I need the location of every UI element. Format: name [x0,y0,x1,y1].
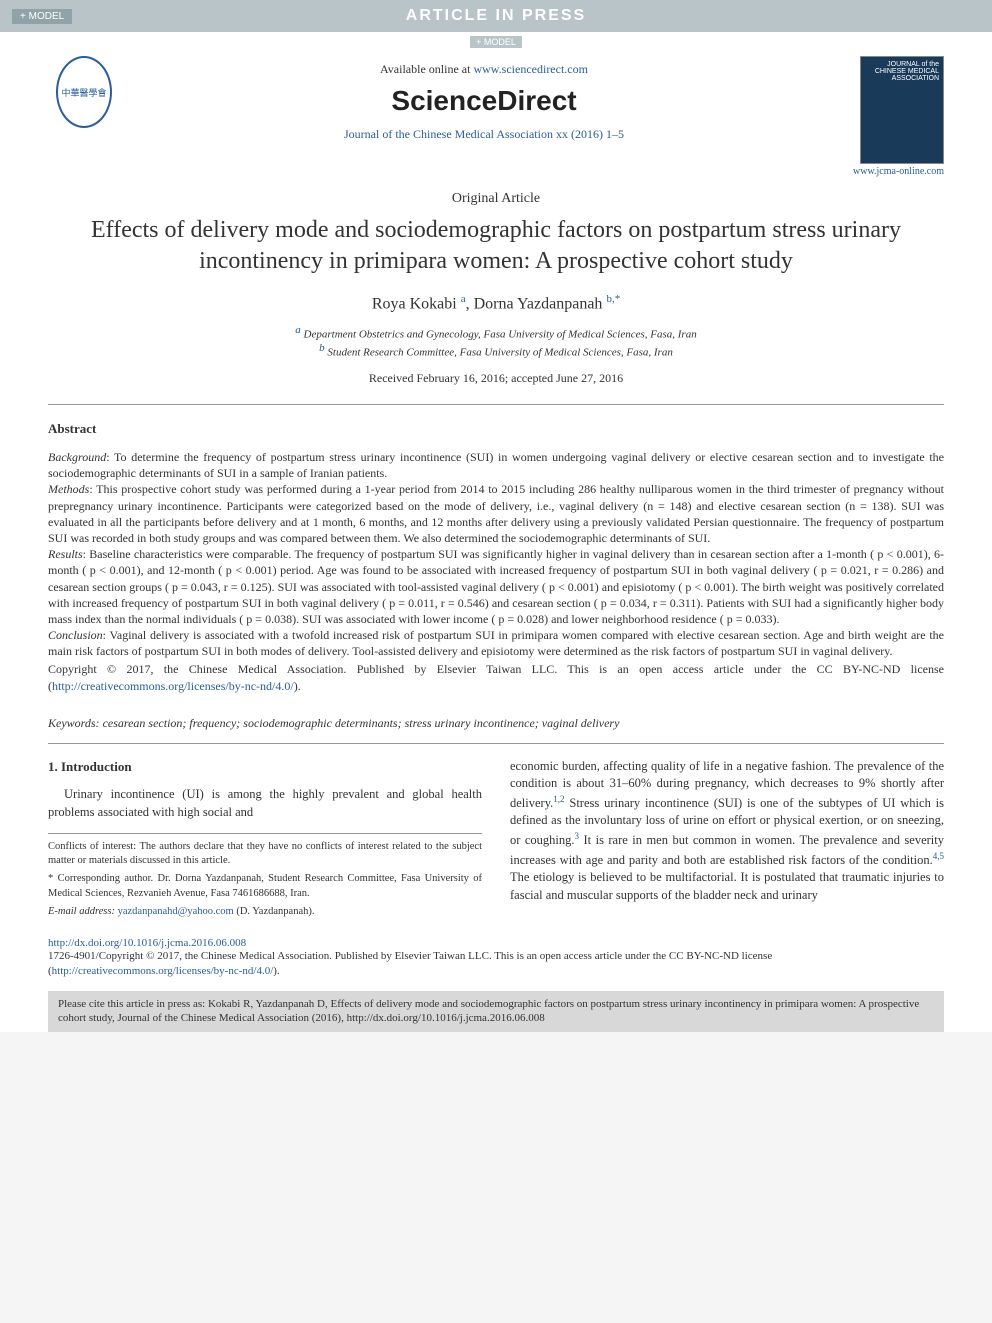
issn-line: 1726-4901/Copyright © 2017, the Chinese … [48,949,944,979]
article-title: Effects of delivery mode and sociodemogr… [0,215,992,277]
abstract-heading: Abstract [48,421,944,437]
article-in-press-banner: + MODEL ARTICLE IN PRESS [0,0,992,32]
article-type: Original Article [0,191,992,207]
doi-link[interactable]: http://dx.doi.org/10.1016/j.jcma.2016.06… [48,937,246,949]
header-row: 中華醫學會 Available online at www.sciencedir… [0,50,992,177]
intro-para-right: economic burden, affecting quality of li… [510,758,944,904]
issn-end: ). [273,965,279,977]
email-link[interactable]: yazdanpanahd@yahoo.com [118,906,234,917]
corresponding-footnote: * Corresponding author. Dr. Dorna Yazdan… [48,872,482,900]
sciencedirect-link[interactable]: www.sciencedirect.com [473,62,588,76]
journal-logo-left: 中華醫學會 [48,56,120,128]
affiliation-a: a Department Obstetrics and Gynecology, … [0,324,992,341]
author-2-sup: b,* [606,293,620,305]
citation-box: Please cite this article in press as: Ko… [48,991,944,1033]
doi-section: http://dx.doi.org/10.1016/j.jcma.2016.06… [0,931,992,985]
banner-title: ARTICLE IN PRESS [406,7,586,25]
left-column: 1. Introduction Urinary incontinence (UI… [48,758,482,923]
ref-sup-1[interactable]: 1,2 [553,794,564,804]
email-label: E-mail address: [48,906,118,917]
author-2: , Dorna Yazdanpanah [466,296,607,313]
abs-background-label: Background [48,450,106,464]
abstract-section: Abstract Background: To determine the fr… [0,405,992,704]
logo-oval-icon: 中華醫學會 [56,56,112,128]
affil-b-text: Student Research Committee, Fasa Univers… [325,347,673,359]
intro-para-left: Urinary incontinence (UI) is among the h… [48,786,482,821]
email-after: (D. Yazdanpanah). [234,906,315,917]
author-1: Roya Kokabi [372,296,461,313]
journal-site-link[interactable]: www.jcma-online.com [848,166,944,177]
right-column: economic burden, affecting quality of li… [510,758,944,923]
section-1-heading: 1. Introduction [48,758,482,776]
email-footnote: E-mail address: yazdanpanahd@yahoo.com (… [48,905,482,919]
journal-cover-thumb: JOURNAL of the CHINESE MEDICAL ASSOCIATI… [860,56,944,164]
abs-conclusion-text: : Vaginal delivery is associated with a … [48,628,944,658]
abstract-background: Background: To determine the frequency o… [48,449,944,481]
logo-oval-text: 中華醫學會 [61,86,106,99]
sciencedirect-logo: ScienceDirect [120,85,848,117]
abs-methods-text: : This prospective cohort study was perf… [48,482,944,545]
abs-conclusion-label: Conclusion [48,628,103,642]
plus-model-tag: + MODEL [12,9,72,24]
abstract-conclusion: Conclusion: Vaginal delivery is associat… [48,627,944,659]
affiliation-b: b Student Research Committee, Fasa Unive… [0,342,992,359]
cover-thumb-text: JOURNAL of the CHINESE MEDICAL ASSOCIATI… [861,57,943,86]
keywords-label: Keywords: [48,716,103,730]
abs-background-text: : To determine the frequency of postpart… [48,450,944,480]
ref-sup-3[interactable]: 4,5 [933,851,944,861]
abs-results-text: : Baseline characteristics were comparab… [48,547,944,626]
abs-methods-label: Methods [48,482,89,496]
license-link[interactable]: http://creativecommons.org/licenses/by-n… [52,679,294,693]
article-dates: Received February 16, 2016; accepted Jun… [0,371,992,386]
model-tag-wrap: + MODEL [0,32,992,50]
keywords-line: Keywords: cesarean section; frequency; s… [0,704,992,743]
available-text: Available online at [380,62,473,76]
authors-line: Roya Kokabi a, Dorna Yazdanpanah b,* [0,293,992,313]
model-tag: + MODEL [470,36,522,48]
abstract-results: Results: Baseline characteristics were c… [48,546,944,627]
keywords-text: cesarean section; frequency; sociodemogr… [103,716,620,730]
body-columns: 1. Introduction Urinary incontinence (UI… [0,744,992,931]
conflict-footnote: Conflicts of interest: The authors decla… [48,840,482,868]
right-p4: The etiology is believed to be multifact… [510,870,944,902]
issn-license-link[interactable]: http://creativecommons.org/licenses/by-n… [52,965,274,977]
available-online-line: Available online at www.sciencedirect.co… [120,62,848,77]
copyright-end: ). [294,679,301,693]
abs-results-label: Results [48,547,83,561]
footnotes: Conflicts of interest: The authors decla… [48,833,482,919]
journal-cover-right: JOURNAL of the CHINESE MEDICAL ASSOCIATI… [848,56,944,177]
abstract-copyright: Copyright © 2017, the Chinese Medical As… [48,661,944,693]
page: + MODEL ARTICLE IN PRESS + MODEL 中華醫學會 A… [0,0,992,1032]
affil-a-text: Department Obstetrics and Gynecology, Fa… [301,328,697,340]
journal-citation-line: Journal of the Chinese Medical Associati… [120,127,848,142]
abstract-methods: Methods: This prospective cohort study w… [48,481,944,546]
header-center: Available online at www.sciencedirect.co… [120,56,848,146]
